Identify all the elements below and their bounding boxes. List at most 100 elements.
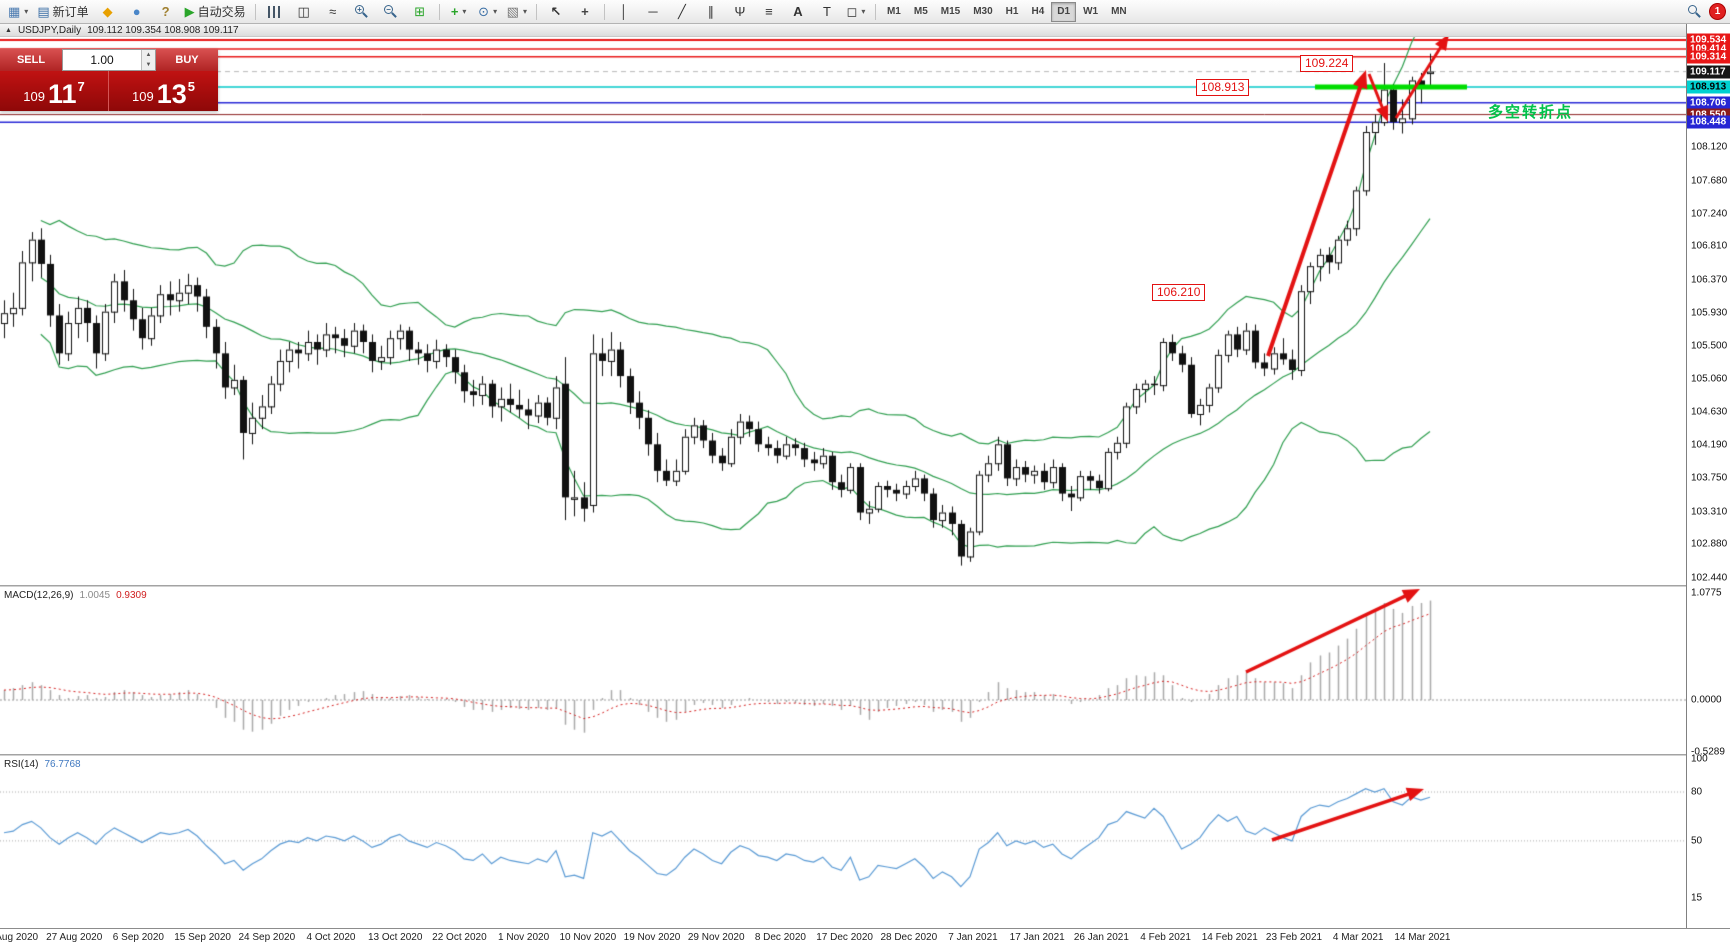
date-tick-label: 10 Nov 2020	[559, 932, 617, 943]
date-tick-label: 17 Jan 2021	[1009, 932, 1065, 943]
toolbar: ▦ ▾ ▤ 新订单 ◆ ● ? ▶ 自动交易 ◫ ≈ + − ⊞ + ▾ ⊙ ▾ ▧ ▾ ↖…	[0, 0, 1730, 24]
timeframe-m5-button[interactable]: M5	[913, 6, 928, 17]
timeframe-mn-button[interactable]: MN	[1111, 6, 1127, 17]
date-tick-label: 22 Oct 2020	[432, 932, 487, 943]
mql-diamond-icon: ◆	[102, 4, 113, 19]
tile-windows-button[interactable]: ⊞	[406, 1, 434, 23]
text-label-icon: T	[822, 4, 831, 19]
text-button[interactable]: A	[784, 1, 812, 23]
template-icon: ▧	[506, 4, 519, 19]
timeframe-m30-button[interactable]: M30	[973, 6, 993, 17]
timeframe-d1-button[interactable]: D1	[1051, 1, 1077, 22]
price-marker-chip: 108.913	[1687, 80, 1730, 94]
macd-tick-label: 1.0775	[1691, 587, 1722, 599]
help-button[interactable]: ?	[152, 1, 180, 23]
buy-button[interactable]: BUY	[156, 49, 218, 71]
price-annotation-box[interactable]: 106.210	[1152, 284, 1206, 301]
timeframe-w1-button[interactable]: W1	[1083, 6, 1099, 17]
date-tick-label: 27 Aug 2020	[46, 932, 103, 943]
help-icon: ?	[161, 4, 170, 19]
notification-badge[interactable]: 1	[1709, 3, 1726, 20]
candlestick-chart-button[interactable]: ◫	[290, 1, 318, 23]
horizontal-line-icon: ─	[648, 4, 658, 19]
buy-price-figure: 109	[132, 89, 154, 104]
turning-point-annotation[interactable]: 多空转折点	[1488, 104, 1574, 121]
text-icon: A	[793, 4, 803, 19]
channel-icon: ∥	[707, 4, 715, 19]
new-chart-button[interactable]: ▦ ▾	[4, 1, 32, 23]
price-tick-label: 103.750	[1691, 472, 1728, 484]
chart-caption: ▲ USDJPY,Daily 109.112 109.354 108.908 1…	[0, 24, 1686, 37]
periods-button[interactable]: ⊙ ▾	[474, 1, 502, 23]
rsi-label: RSI(14) 76.7768	[4, 759, 81, 770]
timeframe-m1-button[interactable]: M1	[886, 6, 901, 17]
mql-community-button[interactable]: ◆	[94, 1, 122, 23]
search-icon	[1687, 5, 1701, 18]
price-annotation-box[interactable]: 108.913	[1196, 79, 1250, 96]
timeframe-h1-button[interactable]: H1	[1005, 6, 1019, 17]
line-chart-icon: ≈	[329, 4, 337, 19]
toolbar-separator	[535, 3, 537, 20]
volume-input[interactable]: 1.00 ▲ ▼	[62, 49, 156, 71]
community-button[interactable]: ●	[123, 1, 151, 23]
text-label-button[interactable]: T	[813, 1, 841, 23]
panel-divider[interactable]	[0, 585, 1730, 587]
add-indicator-icon: +	[450, 4, 459, 19]
cursor-button[interactable]: ↖	[542, 1, 570, 23]
fibonacci-icon: ≡	[765, 4, 773, 19]
new-order-button[interactable]: ▤ 新订单	[33, 1, 92, 23]
volume-value[interactable]: 1.00	[90, 53, 114, 67]
panel-divider[interactable]	[0, 754, 1730, 756]
crosshair-icon: +	[581, 4, 589, 19]
clock-icon: ⊙	[478, 4, 490, 19]
zoom-out-button[interactable]: −	[377, 1, 405, 23]
price-tick-label: 104.630	[1691, 406, 1728, 418]
vertical-line-button[interactable]: │	[610, 1, 638, 23]
price-annotation-box[interactable]: 109.224	[1300, 55, 1354, 72]
autotrading-button[interactable]: ▶ 自动交易	[181, 1, 250, 23]
volume-decrease-button[interactable]: ▼	[142, 60, 155, 70]
horizontal-line-button[interactable]: ─	[639, 1, 667, 23]
shapes-button[interactable]: ◻ ▾	[842, 1, 870, 23]
toolbar-separator	[254, 3, 256, 20]
date-tick-label: 29 Nov 2020	[687, 932, 745, 943]
bar-chart-button[interactable]	[261, 1, 289, 23]
price-tick-label: 103.310	[1691, 506, 1728, 518]
price-tick-label: 102.440	[1691, 572, 1728, 584]
volume-increase-button[interactable]: ▲	[142, 50, 155, 60]
new-order-icon: ▤	[37, 4, 50, 19]
timeframe-h4-button[interactable]: H4	[1031, 6, 1045, 17]
price-marker-chip: 108.448	[1687, 115, 1730, 129]
rsi-tick-label: 80	[1691, 786, 1703, 798]
trendline-button[interactable]: ╱	[668, 1, 696, 23]
pitchfork-button[interactable]: Ψ	[726, 1, 754, 23]
crosshair-button[interactable]: +	[571, 1, 599, 23]
channel-button[interactable]: ∥	[697, 1, 725, 23]
play-icon: ▶	[184, 4, 195, 19]
zoom-in-button[interactable]: +	[348, 1, 376, 23]
price-tick-label: 107.680	[1691, 175, 1728, 187]
date-axis[interactable]: 18 Aug 2020 27 Aug 2020 6 Sep 2020 15 Sep 2…	[0, 928, 1730, 948]
price-tick-label: 102.880	[1691, 538, 1728, 550]
price-axis[interactable]: 108.120 107.680 107.240 106.810 106.370 105.9…	[1686, 24, 1730, 928]
new-chart-icon: ▦	[8, 4, 21, 19]
date-tick-label: 13 Oct 2020	[367, 932, 423, 943]
templates-button[interactable]: ▧ ▾	[503, 1, 531, 23]
line-chart-button[interactable]: ≈	[319, 1, 347, 23]
price-tick-label: 105.500	[1691, 340, 1728, 352]
timeframe-m15-button[interactable]: M15	[940, 6, 961, 17]
sell-button[interactable]: SELL	[0, 49, 62, 71]
fibonacci-button[interactable]: ≡	[755, 1, 783, 23]
search-button[interactable]	[1680, 1, 1708, 23]
bar-chart-icon	[268, 5, 282, 18]
date-tick-label: 6 Sep 2020	[112, 932, 164, 943]
price-tick-label: 104.190	[1691, 439, 1728, 451]
indicators-button[interactable]: + ▾	[445, 1, 473, 23]
date-tick-label: 4 Oct 2020	[306, 932, 356, 943]
date-tick-label: 4 Mar 2021	[1332, 932, 1384, 943]
caption-arrow-icon: ▲	[5, 26, 12, 34]
buy-price[interactable]: 109 13 5	[109, 71, 218, 111]
sell-price[interactable]: 109 11 7	[0, 71, 109, 111]
symbol-period-label: USDJPY,Daily	[17, 24, 82, 36]
